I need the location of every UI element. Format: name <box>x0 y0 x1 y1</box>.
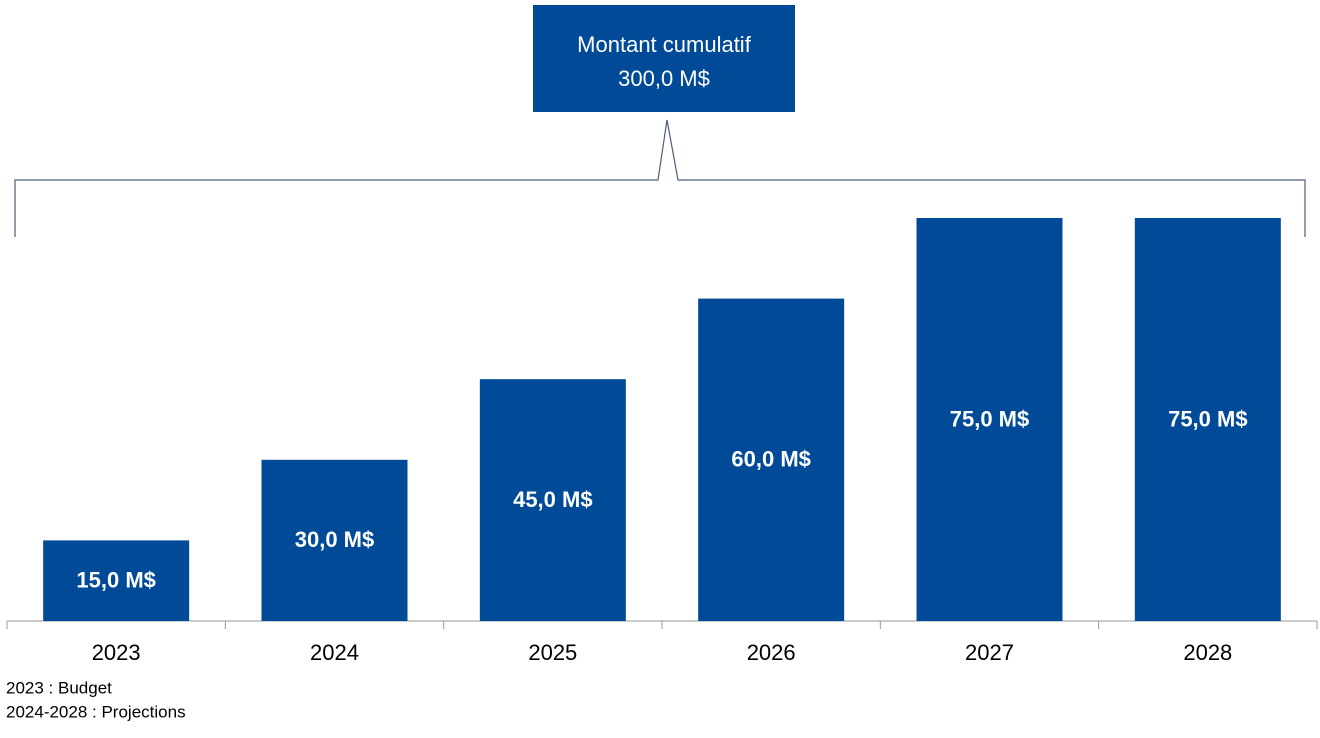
annotation-value: 300,0 M$ <box>618 66 710 91</box>
value-label: 45,0 M$ <box>513 487 593 512</box>
annotation-title: Montant cumulatif <box>577 32 752 57</box>
x-tick-label: 2027 <box>965 640 1014 665</box>
value-label: 30,0 M$ <box>295 527 375 552</box>
x-tick-label: 2024 <box>310 640 359 665</box>
x-tick-label: 2023 <box>92 640 141 665</box>
annotation-box <box>533 5 795 112</box>
bar <box>43 540 190 621</box>
bar <box>479 379 626 621</box>
value-label: 75,0 M$ <box>950 406 1030 431</box>
bracket <box>14 119 1306 237</box>
note: 2023 : Budget <box>6 678 112 697</box>
value-label: 75,0 M$ <box>1168 406 1248 431</box>
bar <box>698 298 845 621</box>
note: 2024-2028 : Projections <box>6 702 186 721</box>
bar <box>261 459 408 621</box>
value-label: 60,0 M$ <box>731 447 811 472</box>
bar <box>1134 218 1281 621</box>
x-tick-label: 2025 <box>528 640 577 665</box>
x-tick-label: 2026 <box>747 640 796 665</box>
value-label: 15,0 M$ <box>76 568 156 593</box>
x-tick-label: 2028 <box>1183 640 1232 665</box>
bar <box>916 218 1063 621</box>
